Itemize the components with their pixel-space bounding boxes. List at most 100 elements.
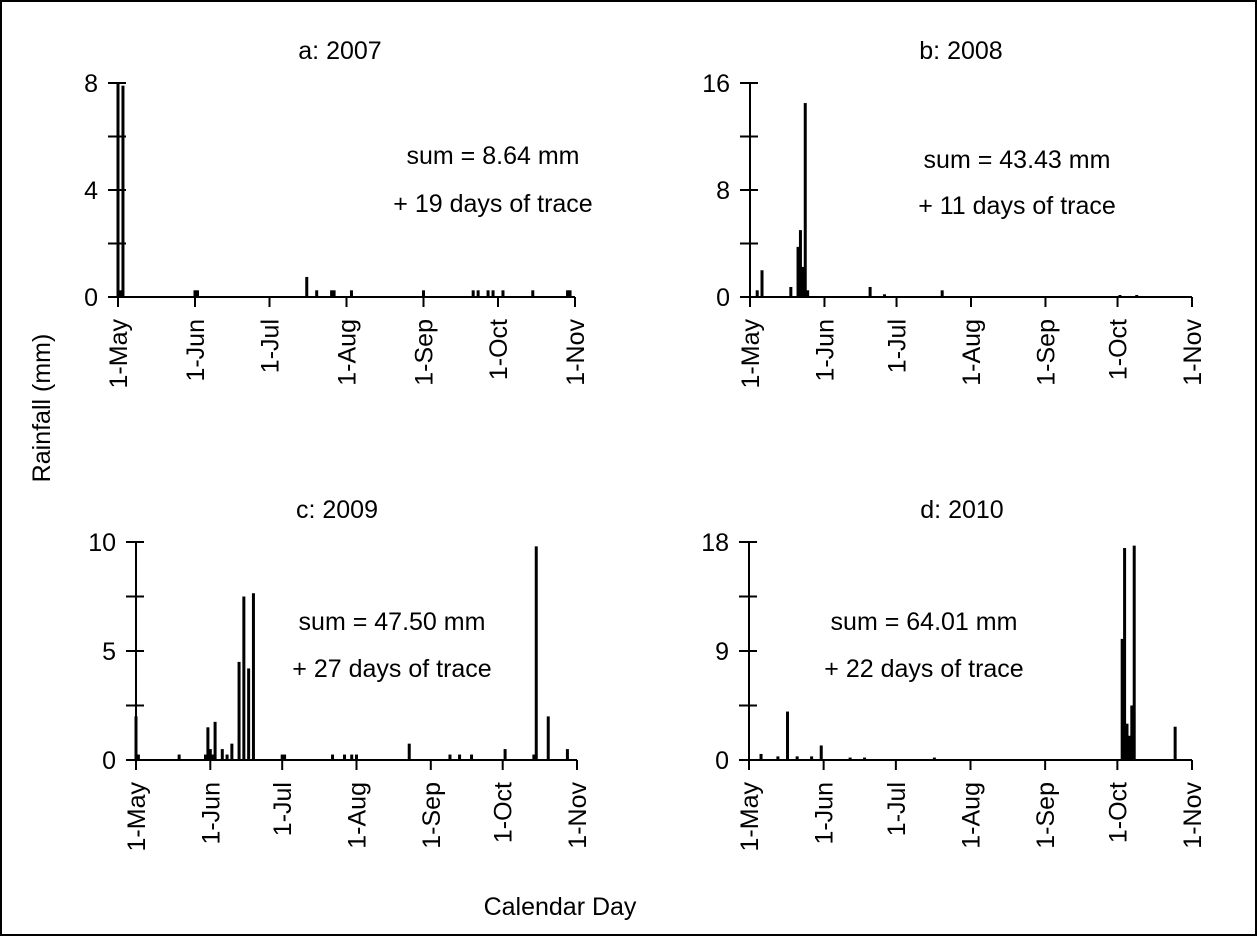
x-tick-label: 1-May [123, 782, 151, 852]
rain-bar [1118, 294, 1122, 297]
sum-annotation: + 11 days of trace [918, 192, 1116, 220]
rain-bar [247, 668, 251, 760]
rain-bar [211, 754, 215, 760]
rain-bar [193, 290, 197, 297]
rain-bar [134, 716, 138, 760]
rain-bar [237, 661, 241, 760]
rain-bar [819, 745, 823, 760]
rain-bar [350, 754, 354, 760]
rain-bar [501, 290, 505, 297]
rain-bar [305, 276, 309, 297]
rain-bar [208, 749, 212, 760]
chart-panel: a: 2007 0 4 8 1-May 1-Jun 1-Jul 1-Aug 1-Sep 1-Oct… [84, 37, 593, 388]
x-tick-label: 1-Aug [958, 782, 986, 849]
rain-bar [220, 749, 224, 760]
rain-bar [798, 230, 802, 297]
rain-bar [1127, 735, 1131, 760]
rain-bar [121, 85, 125, 297]
rain-bar [803, 103, 807, 297]
rain-bar [349, 290, 353, 297]
y-tick-label: 4 [84, 177, 98, 205]
x-tick-label: 1-Jul [257, 319, 285, 373]
x-tick-label: 1-Sep [410, 319, 438, 386]
y-tick-label: 8 [716, 177, 730, 205]
rain-bar [118, 290, 122, 297]
x-tick-label: 1-Jul [884, 319, 912, 373]
panel-title: a: 2007 [298, 37, 381, 65]
y-tick-label: 16 [702, 70, 730, 98]
shared-ylabel: Rainfall (mm) [28, 334, 56, 483]
rain-bar [448, 754, 452, 760]
x-tick-label: 1-Sep [1032, 319, 1060, 386]
rain-bar [810, 756, 814, 760]
rain-bar [204, 754, 208, 760]
panels: a: 2007 0 4 8 1-May 1-Jun 1-Jul 1-Aug 1-Sep 1-Oct… [84, 37, 1207, 851]
rain-bar [760, 270, 764, 297]
x-tick-label: 1-Sep [418, 782, 446, 849]
rain-bar [355, 754, 358, 760]
rain-bar [343, 754, 347, 760]
sum-annotation: sum = 43.43 mm [924, 146, 1111, 174]
rain-bar [532, 754, 536, 760]
x-tick-label: 1-Jun [811, 782, 839, 845]
rain-bar [332, 290, 336, 297]
rain-bar [458, 754, 462, 760]
rain-bar [932, 757, 936, 760]
x-tick-label: 1-Oct [485, 319, 513, 380]
rain-bar [863, 757, 867, 760]
panel-title: b: 2008 [919, 37, 1002, 65]
rain-bar [421, 290, 425, 297]
sum-annotation: + 27 days of trace [292, 655, 491, 683]
rain-bar [776, 756, 780, 760]
rain-bar [1125, 723, 1129, 760]
rain-bar [1123, 548, 1127, 760]
panel-title: c: 2009 [296, 496, 378, 524]
rain-bar [940, 290, 944, 297]
rain-bar [476, 290, 480, 297]
rain-bar [206, 727, 210, 760]
rain-bar [407, 743, 411, 760]
x-tick-label: 1-May [736, 782, 764, 852]
rain-bar [195, 290, 199, 297]
rain-bar [230, 743, 234, 760]
rain-bar [242, 596, 246, 760]
rain-bar [795, 756, 799, 760]
rain-bar [1173, 726, 1177, 760]
x-tick-label: 1-May [737, 319, 765, 389]
rain-bar [801, 266, 805, 297]
rain-bar [1130, 705, 1134, 760]
x-tick-label: 1-Jun [182, 319, 210, 382]
x-tick-label: 1-May [105, 319, 133, 389]
rain-bar [806, 290, 810, 297]
x-tick-label: 1-Aug [344, 782, 372, 849]
x-tick-label: 1-Oct [1105, 319, 1133, 380]
rain-bar [759, 753, 763, 760]
rain-bar [546, 716, 550, 760]
y-tick-label: 18 [701, 529, 729, 557]
rain-bar [848, 757, 852, 760]
rain-bar [330, 290, 334, 297]
rain-bar [471, 290, 475, 297]
rain-bar [531, 290, 535, 297]
rain-bar [566, 290, 570, 297]
rain-bar [1135, 294, 1139, 297]
rain-bar [331, 754, 335, 760]
rain-bar [136, 754, 140, 760]
rain-bar [491, 290, 495, 297]
rain-bar [503, 749, 507, 760]
rain-bar [280, 754, 284, 760]
rain-bar [883, 294, 887, 297]
y-tick-label: 0 [84, 284, 98, 312]
rain-bar [868, 286, 872, 297]
sum-annotation: sum = 8.64 mm [407, 142, 580, 170]
rain-bar [486, 290, 490, 297]
rain-bar [116, 83, 120, 297]
rain-bar [789, 286, 793, 297]
x-tick-label: 1-Oct [490, 782, 518, 843]
x-tick-label: 1-Nov [564, 782, 592, 849]
sum-annotation: sum = 47.50 mm [299, 608, 486, 636]
rain-bar [534, 546, 538, 760]
rain-bar [755, 290, 759, 297]
